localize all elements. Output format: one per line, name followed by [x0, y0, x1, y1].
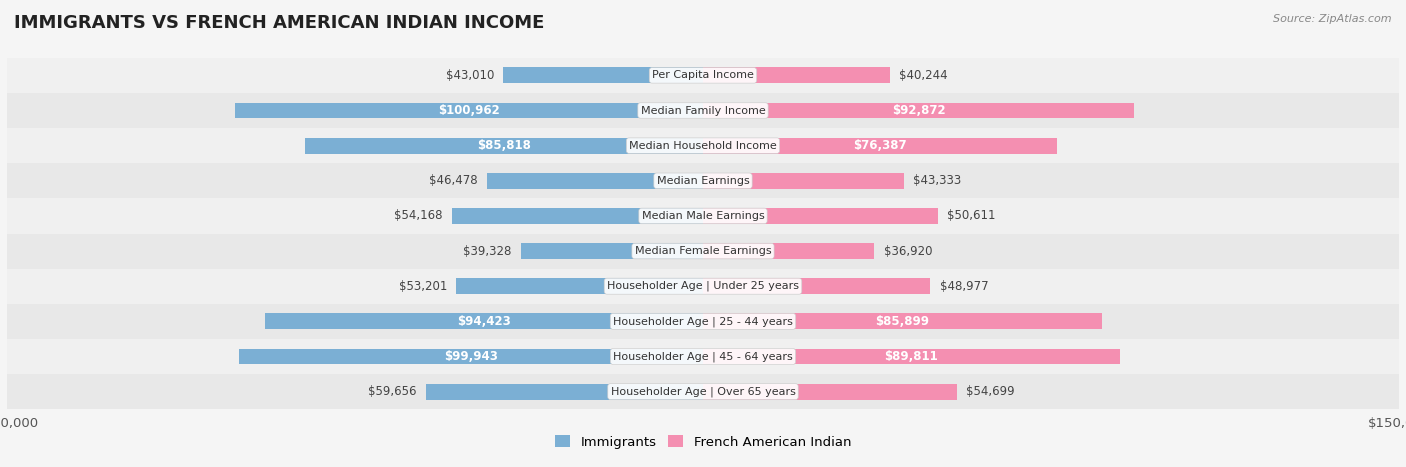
- Bar: [703, 138, 1057, 154]
- Bar: [7, 198, 1399, 234]
- Bar: [264, 313, 703, 329]
- Bar: [503, 67, 703, 83]
- Text: Householder Age | 45 - 64 years: Householder Age | 45 - 64 years: [613, 351, 793, 362]
- Bar: [703, 67, 890, 83]
- Text: Median Family Income: Median Family Income: [641, 106, 765, 115]
- Bar: [239, 348, 703, 364]
- Text: Median Male Earnings: Median Male Earnings: [641, 211, 765, 221]
- Text: $53,201: $53,201: [398, 280, 447, 293]
- Bar: [703, 173, 904, 189]
- Bar: [7, 163, 1399, 198]
- Legend: Immigrants, French American Indian: Immigrants, French American Indian: [550, 430, 856, 454]
- Bar: [451, 208, 703, 224]
- Bar: [7, 234, 1399, 269]
- Bar: [7, 93, 1399, 128]
- Bar: [7, 304, 1399, 339]
- Text: $54,168: $54,168: [394, 209, 443, 222]
- Text: $89,811: $89,811: [884, 350, 938, 363]
- Text: Householder Age | Under 25 years: Householder Age | Under 25 years: [607, 281, 799, 291]
- Text: $59,656: $59,656: [368, 385, 418, 398]
- Bar: [7, 58, 1399, 93]
- Text: $40,244: $40,244: [898, 69, 948, 82]
- Text: Median Female Earnings: Median Female Earnings: [634, 246, 772, 256]
- Text: $48,977: $48,977: [939, 280, 988, 293]
- Text: $43,010: $43,010: [446, 69, 494, 82]
- Text: $36,920: $36,920: [883, 245, 932, 258]
- Bar: [488, 173, 703, 189]
- Text: $92,872: $92,872: [891, 104, 945, 117]
- Bar: [456, 278, 703, 294]
- Text: $43,333: $43,333: [914, 174, 962, 187]
- Text: $54,699: $54,699: [966, 385, 1015, 398]
- Text: $85,899: $85,899: [876, 315, 929, 328]
- Text: $76,387: $76,387: [853, 139, 907, 152]
- Bar: [703, 103, 1133, 119]
- Bar: [235, 103, 703, 119]
- Text: $99,943: $99,943: [444, 350, 498, 363]
- Bar: [7, 269, 1399, 304]
- Bar: [7, 128, 1399, 163]
- Bar: [305, 138, 703, 154]
- Bar: [703, 384, 957, 400]
- Text: IMMIGRANTS VS FRENCH AMERICAN INDIAN INCOME: IMMIGRANTS VS FRENCH AMERICAN INDIAN INC…: [14, 14, 544, 32]
- Bar: [703, 208, 938, 224]
- Text: $94,423: $94,423: [457, 315, 510, 328]
- Bar: [703, 243, 875, 259]
- Text: Source: ZipAtlas.com: Source: ZipAtlas.com: [1274, 14, 1392, 24]
- Text: Median Earnings: Median Earnings: [657, 176, 749, 186]
- Bar: [7, 339, 1399, 374]
- Text: Per Capita Income: Per Capita Income: [652, 71, 754, 80]
- Text: $100,962: $100,962: [437, 104, 499, 117]
- Text: $50,611: $50,611: [948, 209, 995, 222]
- Bar: [426, 384, 703, 400]
- Text: Householder Age | 25 - 44 years: Householder Age | 25 - 44 years: [613, 316, 793, 326]
- Text: $46,478: $46,478: [429, 174, 478, 187]
- Bar: [520, 243, 703, 259]
- Bar: [703, 278, 931, 294]
- Bar: [703, 348, 1119, 364]
- Text: Householder Age | Over 65 years: Householder Age | Over 65 years: [610, 386, 796, 397]
- Text: $39,328: $39,328: [463, 245, 512, 258]
- Text: $85,818: $85,818: [477, 139, 531, 152]
- Bar: [703, 313, 1101, 329]
- Bar: [7, 374, 1399, 409]
- Text: Median Household Income: Median Household Income: [628, 141, 778, 151]
